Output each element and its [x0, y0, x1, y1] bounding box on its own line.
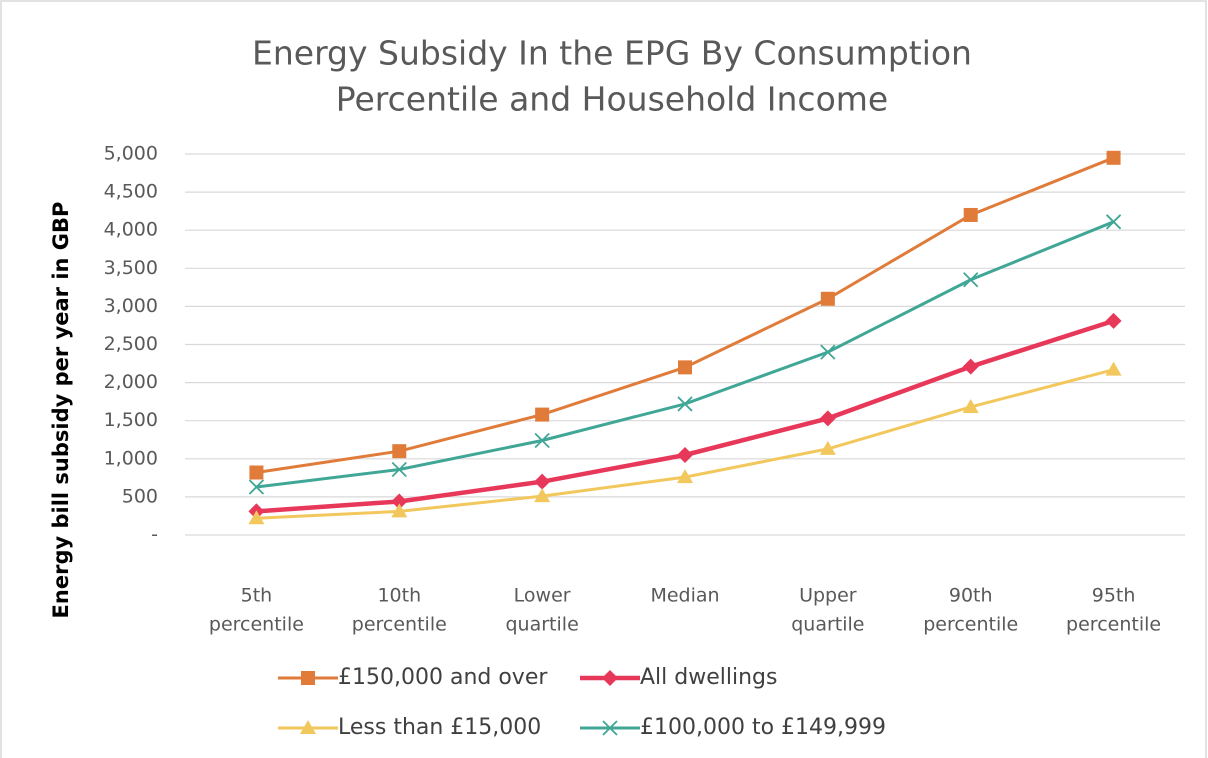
x-tick-label: percentile: [923, 614, 1018, 636]
chart-title: Energy Subsidy In the EPG By Consumption: [252, 34, 972, 73]
marker: [819, 440, 836, 455]
marker: [677, 469, 693, 484]
x-tick-label: 95th: [1092, 585, 1136, 607]
marker: [602, 670, 618, 686]
x-tick-label: Lower: [514, 585, 571, 607]
y-tick-label: 2,500: [104, 333, 158, 355]
y-tick-label: 4,500: [104, 181, 158, 203]
marker: [963, 207, 978, 222]
marker: [1105, 361, 1122, 376]
x-tick-label: percentile: [352, 614, 447, 636]
marker: [677, 396, 693, 412]
marker: [1105, 312, 1122, 329]
marker: [391, 503, 408, 518]
marker: [535, 407, 550, 422]
marker: [1106, 150, 1121, 165]
marker: [391, 493, 408, 510]
x-tick-label: percentile: [1066, 614, 1161, 636]
marker: [391, 461, 407, 478]
legend-label: £100,000 to £149,999: [640, 715, 886, 740]
x-tick-label: quartile: [506, 614, 579, 636]
chart-title: Percentile and Household Income: [336, 80, 888, 119]
marker: [678, 360, 692, 375]
x-tick-label: 10th: [377, 585, 421, 607]
marker: [534, 432, 550, 449]
y-tick-label: 3,000: [104, 295, 158, 317]
legend-label: All dwellings: [640, 665, 777, 690]
marker: [534, 488, 551, 503]
x-tick-label: quartile: [791, 614, 864, 636]
marker: [677, 446, 693, 463]
marker: [820, 291, 835, 306]
marker: [1105, 214, 1122, 230]
marker: [962, 398, 979, 413]
y-tick-label: 3,500: [104, 257, 158, 279]
y-tick-label: -: [151, 524, 158, 546]
y-tick-label: 1,000: [104, 447, 158, 469]
y-tick-label: 4,000: [104, 219, 158, 241]
marker: [248, 479, 265, 495]
marker: [249, 465, 264, 480]
legend-label: £150,000 and over: [338, 665, 548, 690]
marker: [300, 720, 316, 734]
marker: [819, 410, 836, 427]
y-axis-label: Energy bill subsidy per year in GBP: [49, 202, 73, 619]
x-tick-label: percentile: [209, 614, 304, 636]
marker: [602, 720, 618, 736]
marker: [392, 444, 407, 459]
marker: [962, 358, 979, 375]
marker: [301, 671, 315, 685]
marker: [963, 272, 979, 288]
x-tick-label: Upper: [799, 585, 857, 607]
x-tick-label: 90th: [949, 585, 993, 607]
marker: [248, 510, 265, 525]
y-tick-label: 1,500: [104, 409, 158, 431]
marker: [534, 473, 551, 490]
y-tick-label: 5,000: [104, 143, 158, 165]
y-tick-label: 500: [122, 485, 158, 507]
x-tick-label: Median: [650, 585, 719, 607]
x-tick-label: 5th: [241, 585, 273, 607]
legend-label: Less than £15,000: [338, 715, 541, 740]
y-tick-label: 2,000: [104, 371, 158, 393]
marker: [820, 344, 836, 360]
